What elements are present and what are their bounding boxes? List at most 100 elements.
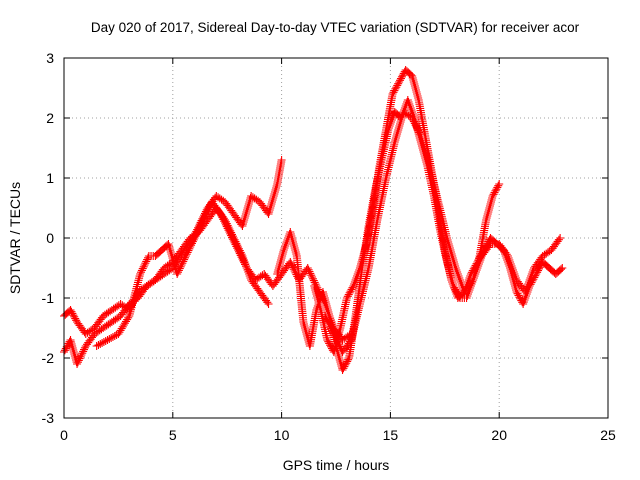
data-point xyxy=(185,244,194,253)
axis-ticks xyxy=(63,57,609,419)
data-point xyxy=(96,340,105,348)
data-point xyxy=(389,88,398,97)
data-point xyxy=(410,119,419,128)
data-point xyxy=(168,254,177,262)
data-point xyxy=(421,148,430,156)
data-point xyxy=(335,340,344,349)
data-point xyxy=(418,138,427,146)
data-point xyxy=(188,237,197,246)
data-point xyxy=(527,270,536,278)
data-point xyxy=(140,261,149,269)
data-point xyxy=(219,215,228,224)
data-point xyxy=(407,106,416,114)
data-point xyxy=(453,270,462,278)
data-point xyxy=(348,283,357,292)
data-point xyxy=(526,274,535,282)
data-point xyxy=(471,268,480,276)
data-point xyxy=(390,138,399,146)
data-point xyxy=(395,122,404,130)
data-point xyxy=(174,266,183,275)
data-point xyxy=(223,224,232,233)
data-point xyxy=(424,160,433,168)
data-point xyxy=(330,331,339,340)
series-track-2 xyxy=(60,204,273,368)
data-point xyxy=(457,280,466,288)
data-point xyxy=(393,130,402,138)
data-point xyxy=(192,230,201,239)
data-point xyxy=(492,185,501,194)
y-tick-label: -1 xyxy=(42,290,55,306)
data-point xyxy=(263,298,272,307)
data-point xyxy=(338,366,347,374)
chart-title: Day 020 of 2017, Sidereal Day-to-day VTE… xyxy=(91,20,580,35)
data-point xyxy=(390,86,399,95)
data-point xyxy=(451,264,460,272)
data-point xyxy=(458,282,467,290)
data-point xyxy=(66,306,75,314)
data-point xyxy=(164,240,173,248)
data-point xyxy=(331,333,340,342)
x-tick-label: 5 xyxy=(169,427,177,443)
data-point xyxy=(423,154,432,162)
data-point xyxy=(344,355,353,364)
data-point xyxy=(449,256,458,264)
data-point xyxy=(352,274,361,282)
data-point xyxy=(472,266,481,274)
data-point xyxy=(405,102,414,110)
data-point xyxy=(124,313,133,322)
data-point xyxy=(342,359,351,368)
data-point xyxy=(67,307,76,316)
data-point xyxy=(344,290,353,299)
data-point xyxy=(511,272,520,280)
data-point xyxy=(308,274,317,283)
data-point xyxy=(394,79,403,88)
data-point xyxy=(142,257,151,266)
data-point xyxy=(353,270,362,278)
data-point xyxy=(176,262,185,271)
data-point xyxy=(303,264,312,272)
data-point xyxy=(281,240,290,248)
data-point xyxy=(347,285,356,294)
data-point xyxy=(169,256,178,264)
data-point xyxy=(233,244,242,253)
data-point xyxy=(305,267,314,276)
data-point xyxy=(477,254,486,262)
data-point xyxy=(490,188,499,197)
data-point xyxy=(391,136,400,144)
data-point xyxy=(522,284,531,292)
data-point xyxy=(445,244,454,252)
data-point xyxy=(236,251,245,260)
data-point xyxy=(323,317,332,326)
data-point xyxy=(218,213,227,222)
data-point xyxy=(288,261,297,270)
data-point xyxy=(279,246,288,254)
data-point xyxy=(445,242,454,250)
y-tick-label: -3 xyxy=(42,410,55,426)
data-point xyxy=(202,208,211,217)
data-point xyxy=(267,200,276,208)
data-point xyxy=(187,241,196,250)
data-point xyxy=(343,357,352,366)
data-point xyxy=(395,78,404,86)
data-point xyxy=(166,246,175,254)
data-point xyxy=(520,296,529,304)
data-point xyxy=(266,202,275,210)
data-point xyxy=(241,260,250,269)
data-point xyxy=(200,214,209,223)
data-point xyxy=(448,278,457,286)
data-point xyxy=(174,268,183,277)
data-point xyxy=(92,342,101,350)
data-point xyxy=(345,288,354,297)
data-point xyxy=(449,258,458,266)
data-point xyxy=(412,123,421,131)
data-point xyxy=(394,124,403,132)
data-point xyxy=(177,261,186,269)
data-point xyxy=(189,235,198,244)
data-point xyxy=(238,255,247,263)
data-point xyxy=(406,104,415,112)
data-point xyxy=(242,208,251,216)
data-point xyxy=(349,282,358,290)
data-point xyxy=(398,71,407,80)
data-point xyxy=(462,294,471,302)
data-point xyxy=(194,226,203,235)
